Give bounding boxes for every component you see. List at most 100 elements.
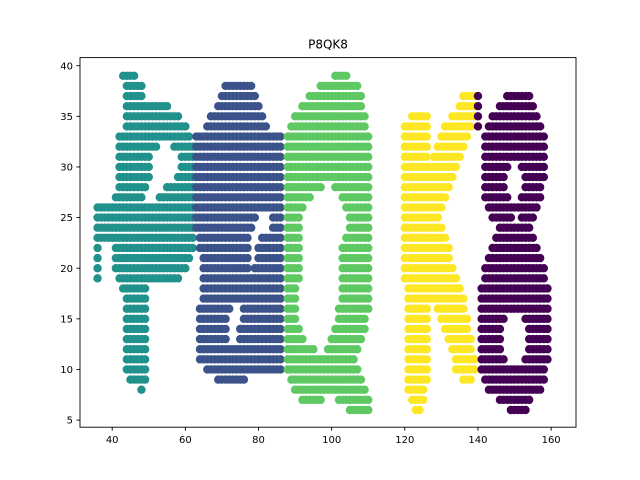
- scatter-point: [188, 233, 197, 243]
- scatter-point: [462, 314, 472, 324]
- scatter-point: [364, 193, 373, 202]
- scatter-point: [473, 112, 483, 121]
- scatter-point: [470, 365, 479, 374]
- scatter-point: [140, 355, 150, 364]
- scatter-point: [356, 91, 366, 101]
- scatter-point: [499, 183, 508, 192]
- scatter-point: [137, 81, 146, 91]
- scatter-point: [225, 304, 234, 313]
- scatter-point: [422, 142, 431, 151]
- scatter-point: [276, 223, 285, 232]
- scatter-point: [539, 365, 549, 374]
- scatter-point: [276, 365, 285, 374]
- scatter-point: [364, 132, 373, 141]
- scatter-point: [290, 294, 300, 303]
- scatter-point: [539, 162, 549, 172]
- scatter-point: [466, 345, 475, 354]
- scatter-point: [144, 152, 153, 162]
- scatter-point: [448, 172, 457, 182]
- scatter-point: [316, 395, 325, 405]
- scatter-point: [503, 162, 512, 172]
- scatter-point: [276, 132, 285, 141]
- scatter-point: [93, 253, 102, 263]
- scatter-point: [276, 334, 285, 344]
- scatter-point: [276, 172, 285, 182]
- scatter-point: [254, 102, 263, 111]
- x-tick-label: 100: [322, 435, 341, 446]
- scatter-point: [294, 324, 303, 334]
- scatter-point: [539, 142, 549, 151]
- scatter-point: [342, 71, 351, 81]
- scatter-point: [524, 395, 534, 405]
- scatter-point: [276, 304, 285, 313]
- scatter-point: [532, 243, 541, 253]
- scatter-point: [364, 233, 373, 243]
- scatter-point: [356, 334, 366, 344]
- scatter-point: [433, 213, 442, 222]
- x-tick-label: 120: [395, 435, 414, 446]
- scatter-point: [137, 385, 146, 394]
- scatter-point: [276, 314, 285, 324]
- scatter-point: [422, 152, 431, 162]
- scatter-point: [246, 223, 256, 232]
- scatter-point: [144, 172, 153, 182]
- scatter-point: [276, 294, 285, 303]
- scatter-point: [276, 324, 285, 334]
- scatter-point: [246, 81, 256, 91]
- scatter-point: [276, 233, 285, 243]
- scatter-point: [243, 264, 252, 273]
- scatter-point: [539, 274, 549, 283]
- scatter-point: [422, 355, 431, 364]
- scatter-point: [422, 132, 431, 141]
- scatter-point: [364, 152, 373, 162]
- scatter-point: [360, 122, 369, 131]
- scatter-point: [243, 253, 252, 263]
- scatter-point: [470, 355, 479, 364]
- scatter-point: [140, 183, 150, 192]
- scatter-point: [532, 112, 541, 121]
- scatter-point: [543, 284, 552, 293]
- scatter-point: [422, 375, 431, 384]
- scatter-point: [261, 122, 271, 131]
- scatter-point: [243, 233, 252, 243]
- chart-title: P8QK8: [308, 38, 348, 52]
- scatter-point: [437, 203, 446, 212]
- scatter-point: [294, 213, 303, 222]
- scatter-point: [356, 375, 366, 384]
- scatter-point: [364, 172, 373, 182]
- scatter-point: [364, 203, 373, 212]
- scatter-point: [440, 233, 450, 243]
- scatter-point: [422, 304, 431, 313]
- series-4: [473, 91, 552, 415]
- scatter-point: [495, 334, 505, 344]
- scatter-point: [364, 183, 373, 192]
- scatter-point: [364, 223, 373, 232]
- scatter-point: [140, 375, 150, 384]
- scatter-point: [462, 132, 472, 141]
- scatter-point: [455, 284, 464, 293]
- scatter-point: [290, 284, 300, 293]
- scatter-point: [353, 365, 362, 374]
- scatter-point: [539, 152, 549, 162]
- scatter-point: [140, 304, 150, 313]
- scatter-point: [418, 395, 428, 405]
- axes-frame: [79, 57, 577, 428]
- scatter-point: [528, 213, 538, 222]
- scatter-point: [294, 253, 303, 263]
- scatter-point: [521, 405, 530, 415]
- scatter-point: [535, 253, 545, 263]
- scatter-point: [294, 223, 303, 232]
- scatter-point: [364, 304, 373, 313]
- scatter-point: [422, 345, 431, 354]
- scatter-point: [466, 334, 475, 344]
- scatter-point: [140, 334, 150, 344]
- scatter-point: [539, 375, 549, 384]
- scatter-point: [298, 203, 307, 212]
- scatter-point: [353, 345, 362, 354]
- scatter-point: [290, 314, 300, 324]
- scatter-point: [364, 395, 373, 405]
- scatter-point: [415, 405, 424, 415]
- scatter-point: [137, 193, 146, 202]
- y-tick-label: 20: [60, 264, 73, 275]
